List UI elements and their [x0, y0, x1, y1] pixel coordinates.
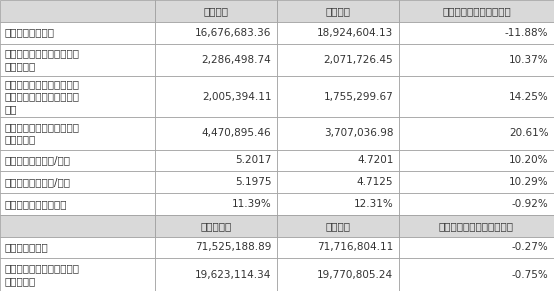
Bar — [0, 0, 155, 22]
Bar — [155, 76, 277, 117]
Text: 71,716,804.11: 71,716,804.11 — [317, 242, 393, 253]
Bar — [399, 237, 554, 258]
Bar — [399, 117, 554, 150]
Text: 加权平均净资产收益率: 加权平均净资产收益率 — [4, 199, 67, 209]
Bar — [0, 44, 155, 76]
Text: 经营活动产生的现金流量净
额（万元）: 经营活动产生的现金流量净 额（万元） — [4, 122, 79, 144]
Bar — [155, 22, 277, 44]
Text: 总资产（万元）: 总资产（万元） — [4, 242, 48, 253]
Text: 归属于上市公司股东的净利
润（万元）: 归属于上市公司股东的净利 润（万元） — [4, 49, 79, 71]
Text: 本报告期末比上年度末增减: 本报告期末比上年度末增减 — [439, 221, 514, 231]
Bar — [155, 193, 277, 215]
Text: 71,525,188.89: 71,525,188.89 — [195, 242, 271, 253]
Bar — [399, 193, 554, 215]
Bar — [0, 258, 155, 291]
Text: 3,707,036.98: 3,707,036.98 — [324, 128, 393, 138]
Bar — [399, 76, 554, 117]
Text: 上年度末: 上年度末 — [325, 221, 351, 231]
Bar — [0, 76, 155, 117]
Bar — [399, 44, 554, 76]
Bar — [0, 150, 155, 171]
Text: -0.75%: -0.75% — [512, 270, 548, 280]
Text: 19,770,805.24: 19,770,805.24 — [317, 270, 393, 280]
Text: 2,005,394.11: 2,005,394.11 — [202, 92, 271, 102]
Bar — [155, 258, 277, 291]
Bar — [277, 76, 399, 117]
Text: 归属于上市公司股东的扣除
非经常性损益的净利润（万
元）: 归属于上市公司股东的扣除 非经常性损益的净利润（万 元） — [4, 79, 79, 114]
Text: 1,755,299.67: 1,755,299.67 — [324, 92, 393, 102]
Text: 2,071,726.45: 2,071,726.45 — [324, 55, 393, 65]
Bar — [0, 193, 155, 215]
Bar — [155, 44, 277, 76]
Text: 11.39%: 11.39% — [232, 199, 271, 209]
Text: 稀释每股收益（元/股）: 稀释每股收益（元/股） — [4, 177, 70, 187]
Bar — [399, 215, 554, 237]
Text: 10.37%: 10.37% — [509, 55, 548, 65]
Text: 5.2017: 5.2017 — [235, 155, 271, 166]
Text: 本报告期: 本报告期 — [203, 6, 229, 16]
Text: 基本每股收益（元/股）: 基本每股收益（元/股） — [4, 155, 70, 166]
Bar — [0, 171, 155, 193]
Bar — [277, 215, 399, 237]
Text: -11.88%: -11.88% — [505, 28, 548, 38]
Bar — [277, 237, 399, 258]
Bar — [0, 237, 155, 258]
Text: -0.92%: -0.92% — [512, 199, 548, 209]
Bar — [277, 171, 399, 193]
Text: 10.29%: 10.29% — [509, 177, 548, 187]
Text: 归属于上市公司股东的净资
产（万元）: 归属于上市公司股东的净资 产（万元） — [4, 263, 79, 286]
Text: 营业收入（万元）: 营业收入（万元） — [4, 28, 54, 38]
Text: 4.7125: 4.7125 — [357, 177, 393, 187]
Text: 20.61%: 20.61% — [509, 128, 548, 138]
Text: 4,470,895.46: 4,470,895.46 — [202, 128, 271, 138]
Bar — [0, 215, 155, 237]
Text: -0.27%: -0.27% — [512, 242, 548, 253]
Bar — [399, 22, 554, 44]
Bar — [399, 0, 554, 22]
Text: 19,623,114.34: 19,623,114.34 — [195, 270, 271, 280]
Text: 本报告期比上年同期增减: 本报告期比上年同期增减 — [442, 6, 511, 16]
Text: 18,924,604.13: 18,924,604.13 — [317, 28, 393, 38]
Bar — [277, 258, 399, 291]
Bar — [399, 171, 554, 193]
Bar — [277, 150, 399, 171]
Text: 16,676,683.36: 16,676,683.36 — [195, 28, 271, 38]
Bar — [399, 150, 554, 171]
Bar — [155, 150, 277, 171]
Text: 上年同期: 上年同期 — [325, 6, 351, 16]
Bar — [277, 44, 399, 76]
Bar — [155, 237, 277, 258]
Bar — [399, 258, 554, 291]
Bar — [277, 22, 399, 44]
Bar — [277, 193, 399, 215]
Text: 14.25%: 14.25% — [509, 92, 548, 102]
Bar — [155, 171, 277, 193]
Text: 本报告期末: 本报告期末 — [201, 221, 232, 231]
Bar — [277, 0, 399, 22]
Text: 5.1975: 5.1975 — [235, 177, 271, 187]
Bar — [155, 215, 277, 237]
Bar — [0, 117, 155, 150]
Bar — [155, 0, 277, 22]
Bar — [277, 117, 399, 150]
Text: 12.31%: 12.31% — [353, 199, 393, 209]
Bar — [0, 22, 155, 44]
Text: 10.20%: 10.20% — [509, 155, 548, 166]
Text: 2,286,498.74: 2,286,498.74 — [202, 55, 271, 65]
Bar — [155, 117, 277, 150]
Text: 4.7201: 4.7201 — [357, 155, 393, 166]
